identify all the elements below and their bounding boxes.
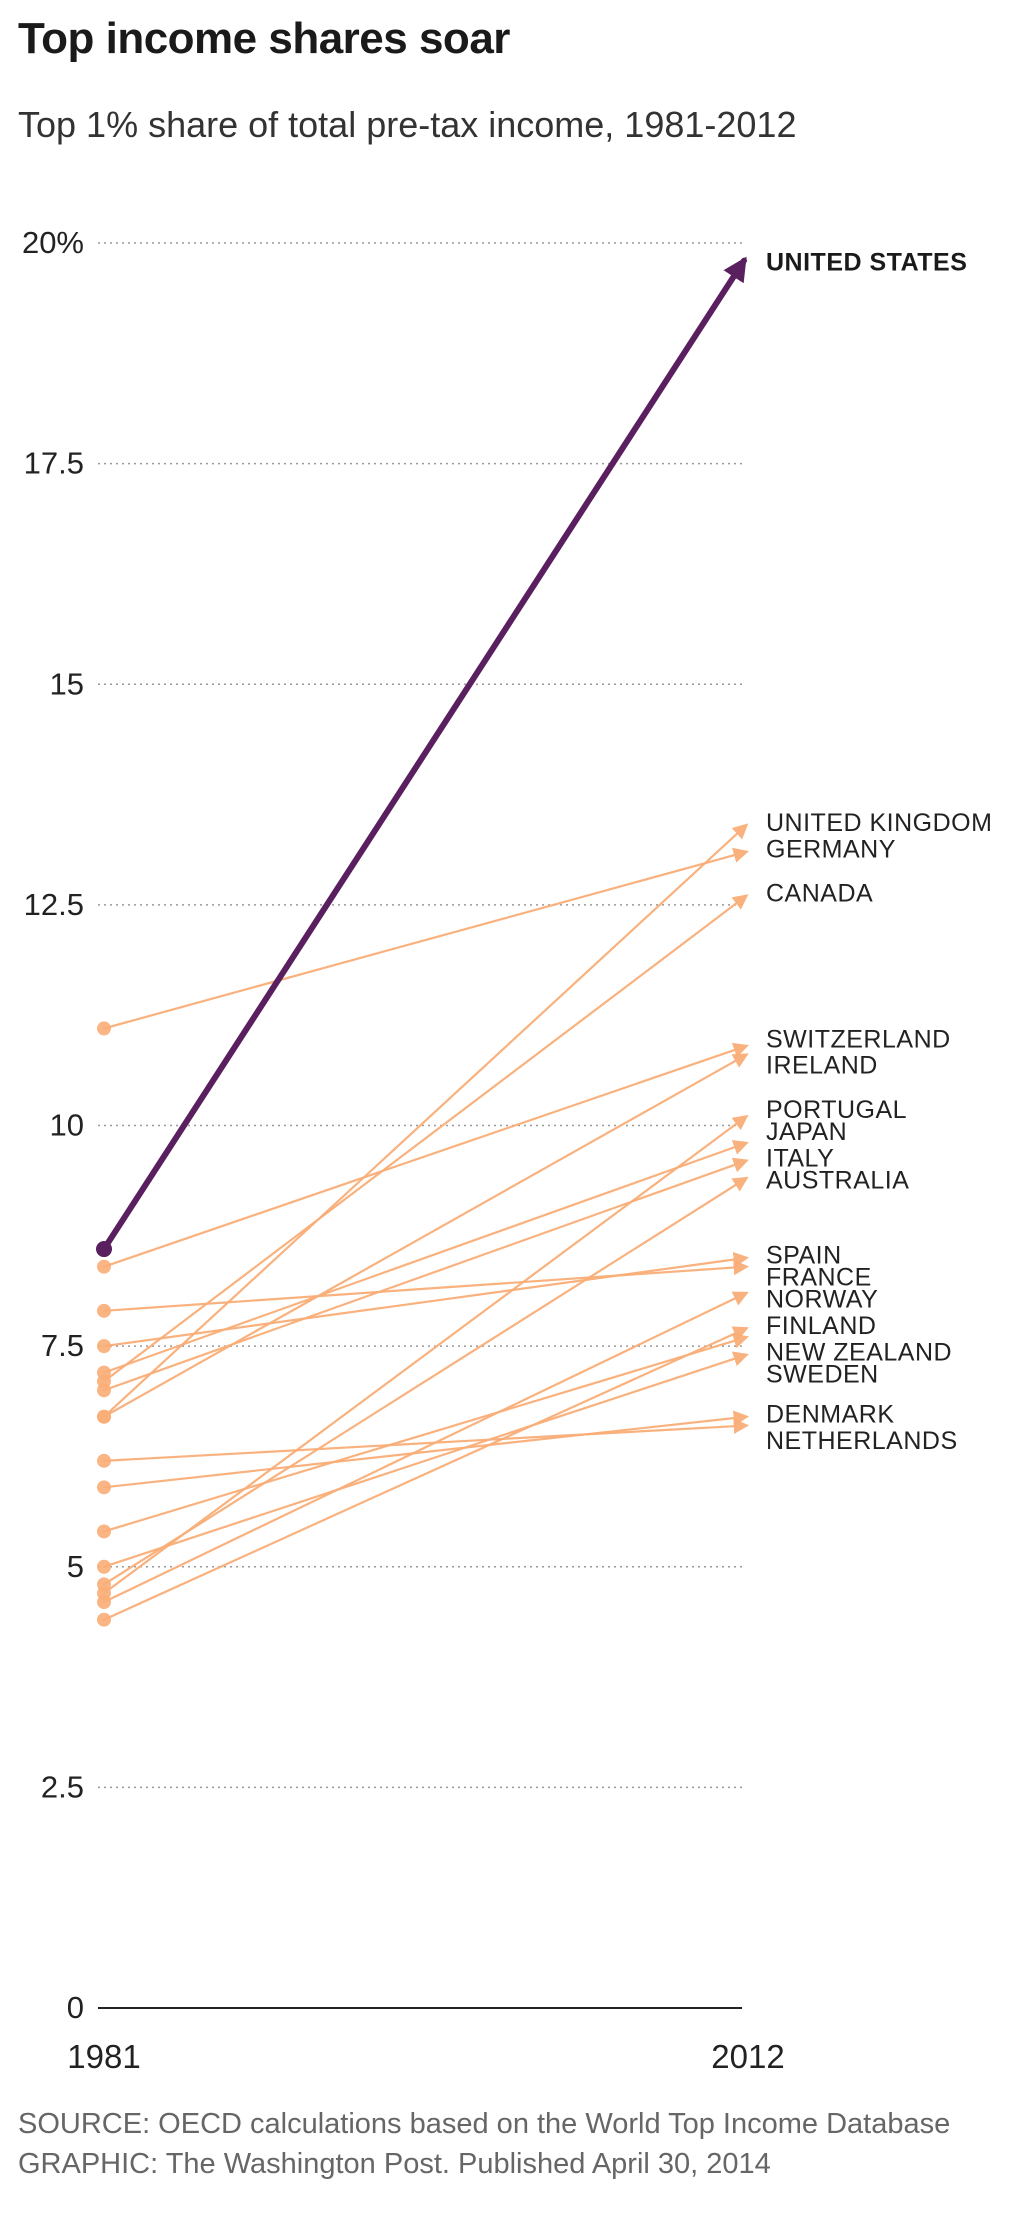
series-label: IRELAND [766, 1052, 878, 1080]
series-label: UNITED STATES [766, 249, 967, 277]
series-line [102, 1410, 750, 1489]
series-label: ITALY [766, 1144, 834, 1172]
series-line [102, 1114, 749, 1595]
series-label: AUSTRALIA [766, 1166, 909, 1194]
series-line [102, 894, 749, 1383]
series-label: JAPAN [766, 1118, 847, 1146]
start-point [97, 1365, 111, 1380]
start-point [97, 1577, 111, 1592]
series-line [102, 1259, 750, 1312]
series-line [102, 1418, 750, 1462]
start-point [97, 1303, 111, 1318]
highlight-series [96, 256, 747, 1258]
series-label: FRANCE [766, 1264, 872, 1292]
y-axis-tick-labels: 0 2.5 5 7.5 10 12.5 15 17.5 20% [22, 225, 84, 2025]
series-label: SPAIN [766, 1241, 842, 1269]
start-point [97, 1021, 111, 1036]
series-label: CANADA [766, 880, 873, 908]
start-point [96, 1241, 112, 1258]
start-point [97, 1383, 111, 1398]
y-tick-label: 15 [50, 666, 84, 701]
y-tick-label: 12.5 [24, 887, 84, 922]
series-line [102, 847, 749, 1030]
series-line [102, 1333, 749, 1533]
start-point [97, 1612, 111, 1627]
x-tick-label: 2012 [711, 2038, 784, 2075]
series-line [102, 1351, 749, 1568]
y-tick-label: 0 [67, 1990, 84, 2025]
series-line [102, 1042, 749, 1268]
start-point [97, 1480, 111, 1495]
series-lines [97, 823, 750, 1627]
series-label: NEW ZEALAND [766, 1339, 952, 1367]
chart-subtitle: Top 1% share of total pre-tax income, 19… [18, 104, 797, 145]
series-line [102, 1291, 749, 1604]
series-line [102, 823, 749, 1418]
start-point [97, 1559, 111, 1574]
x-tick-label: 1981 [67, 2038, 140, 2075]
series-label: GERMANY [766, 836, 896, 864]
series-label: NORWAY [766, 1286, 878, 1314]
start-point [97, 1259, 111, 1274]
y-tick-label: 5 [67, 1549, 84, 1584]
series-line [102, 1326, 749, 1621]
start-point [97, 1339, 111, 1354]
x-axis: 1981 2012 [67, 2038, 784, 2075]
series-line [102, 1157, 749, 1392]
series-line [102, 1140, 749, 1374]
series-line [101, 256, 747, 1253]
series-label: SWITZERLAND [766, 1025, 951, 1053]
series-line [102, 1053, 749, 1418]
y-tick-label: 7.5 [41, 1328, 84, 1363]
series-line [102, 1251, 750, 1348]
series-label: FINLAND [766, 1312, 876, 1340]
start-point [97, 1595, 111, 1610]
start-point [97, 1524, 111, 1539]
source-note: SOURCE: OECD calculations based on the W… [18, 2108, 951, 2140]
gridlines [98, 242, 742, 2009]
series-label: DENMARK [766, 1400, 895, 1428]
start-point [97, 1453, 111, 1468]
y-tick-label: 17.5 [24, 446, 84, 481]
series-label: SWEDEN [766, 1361, 879, 1389]
series-label: NETHERLANDS [766, 1427, 958, 1455]
y-tick-label: 2.5 [41, 1769, 84, 1804]
y-tick-label: 20% [22, 225, 84, 260]
y-tick-label: 10 [50, 1108, 84, 1143]
chart-title: Top income shares soar [18, 14, 510, 63]
start-point [97, 1409, 111, 1424]
series-label: UNITED KINGDOM [766, 809, 992, 837]
series-line [102, 1176, 749, 1586]
credit-note: GRAPHIC: The Washington Post. Published … [18, 2148, 771, 2180]
series-label: PORTUGAL [766, 1096, 907, 1124]
